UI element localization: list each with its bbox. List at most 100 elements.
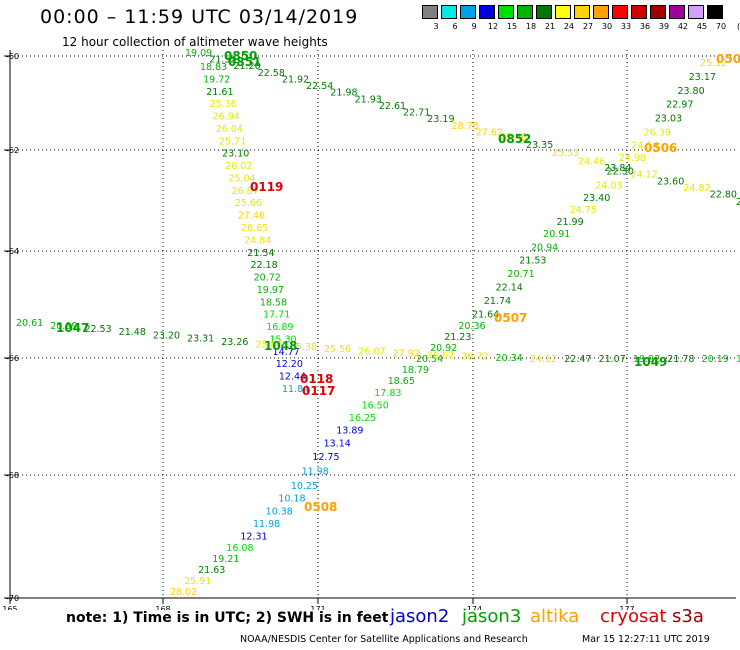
legend-jason3: jason3 (462, 606, 522, 627)
swh-value: 18.83 (200, 62, 227, 73)
pass-time-label: 0119 (250, 180, 283, 194)
scale-swatch (422, 5, 438, 19)
swh-value: 24.12 (530, 354, 557, 365)
swh-value: 22.71 (403, 108, 430, 119)
swh-value: 25.56 (324, 344, 351, 355)
swh-value: 16.50 (362, 400, 389, 411)
swh-value: 23.40 (583, 193, 610, 204)
swh-value: 26.07 (358, 346, 385, 357)
swh-value: 22.18 (250, 260, 277, 271)
swh-value: 27.30 (500, 134, 527, 145)
swh-value: 22.58 (258, 68, 285, 79)
swh-value: 20.61 (16, 318, 43, 329)
swh-value: 23.10 (222, 149, 249, 160)
swh-value: 25.12 (700, 58, 727, 69)
swh-value: 20.19 (702, 354, 729, 365)
scale-label: 27 (582, 22, 594, 31)
swh-value: 21.98 (330, 88, 357, 99)
scale-swatch (650, 5, 666, 19)
swh-value: 21.53 (519, 256, 546, 267)
swh-value: 23.60 (657, 176, 684, 187)
swh-value: 22.54 (306, 81, 333, 92)
swh-value: 24.84 (244, 235, 271, 246)
pass-time-label: 0117 (302, 384, 335, 398)
swh-value: 25.36 (209, 99, 236, 110)
scale-swatch (593, 5, 609, 19)
scale-label: 12 (487, 22, 499, 31)
swh-value: 15.30 (269, 334, 296, 345)
swh-value: 12.20 (276, 359, 303, 370)
swh-value: 20.94 (531, 242, 558, 253)
swh-value: 21.78 (667, 354, 694, 365)
swh-value: 28.78 (452, 121, 479, 132)
swh-value: 26.04 (216, 124, 243, 135)
swh-value: 22.80 (710, 190, 737, 201)
legend-s3a: s3a (672, 606, 704, 627)
swh-value: 25.91 (184, 576, 211, 587)
swh-value: 20.36 (458, 321, 485, 332)
map-subtitle: 12 hour collection of altimeter wave hei… (62, 35, 328, 49)
swh-value: 22.97 (666, 100, 693, 111)
swh-value: 26.65 (241, 223, 268, 234)
swh-value: 11.98 (302, 467, 329, 478)
swh-value: 24.46 (578, 156, 605, 167)
swh-value: 27.62 (476, 127, 503, 138)
map-title: 00:00 – 11:59 UTC 03/14/2019 (40, 6, 359, 28)
scale-swatch (517, 5, 533, 19)
swh-value: 26.62 (427, 350, 454, 361)
scale-label: 36 (639, 22, 651, 31)
generated-timestamp: Mar 15 12:27:11 UTC 2019 (582, 634, 710, 645)
swh-value: 22.56 (736, 197, 740, 208)
pass-time-label: 1048 (264, 339, 297, 353)
swh-value: 24.98 (619, 153, 646, 164)
swh-value: 21.20 (233, 61, 260, 72)
swh-value: 23.19 (427, 114, 454, 125)
swh-value: 20.72 (254, 273, 281, 284)
swh-value: 25.71 (219, 136, 246, 147)
swh-value: 20.54 (416, 354, 443, 365)
swh-value: 21.61 (206, 87, 233, 98)
scale-swatch (574, 5, 590, 19)
swh-value: 17.71 (263, 310, 290, 321)
swh-value: 21.92 (282, 74, 309, 85)
swh-value: 27.92 (393, 348, 420, 359)
swh-value: 19.72 (203, 74, 230, 85)
scale-label: 15 (506, 22, 518, 31)
pass-time-label: 1049 (634, 355, 667, 369)
scale-swatch (669, 5, 685, 19)
pass-time-label: 0118 (300, 372, 333, 386)
scale-swatch (536, 5, 552, 19)
wave-height-map: -60 -62 -64 -66 -68 -70 165 168 171 -174 177 25.12 2… (2, 48, 740, 610)
swh-value: 26.72 (461, 352, 488, 363)
swh-value: 19.92 (633, 354, 660, 365)
swh-value: 24.03 (595, 180, 622, 191)
swh-value: 19.09 (185, 48, 212, 59)
swh-value: 23.31 (187, 334, 214, 345)
swh-value: 25.86 (255, 339, 282, 350)
scale-label: 45 (696, 22, 708, 31)
swh-value: 25.53 (552, 148, 579, 159)
lat-label: -66 (6, 354, 19, 363)
swh-value: 21.93 (355, 94, 382, 105)
scale-label: 42 (677, 22, 689, 31)
scale-label: 30 (601, 22, 613, 31)
lat-label: -68 (6, 471, 19, 480)
swh-value: 20.34 (496, 353, 523, 364)
scale-label: 70 (715, 22, 727, 31)
swh-value: 19.97 (257, 285, 284, 296)
swh-value: 11.84 (282, 384, 309, 395)
swh-value: 22.47 (564, 354, 591, 365)
swh-value: 18.65 (388, 376, 415, 387)
lat-label: -62 (6, 146, 19, 155)
swh-value: 10.25 (291, 481, 318, 492)
swh-value: 22.30 (607, 166, 634, 177)
scale-swatch (460, 5, 476, 19)
swh-value: 24.12 (631, 170, 658, 181)
scale-label: 33 (620, 22, 632, 31)
swh-value: 23.17 (689, 72, 716, 83)
scale-swatch (441, 5, 457, 19)
lon-label: 171 (310, 605, 325, 610)
pass-time-label: 0507 (494, 311, 527, 325)
pass-time-label: 0852 (498, 132, 531, 146)
swh-value: 25.45 (500, 132, 527, 143)
